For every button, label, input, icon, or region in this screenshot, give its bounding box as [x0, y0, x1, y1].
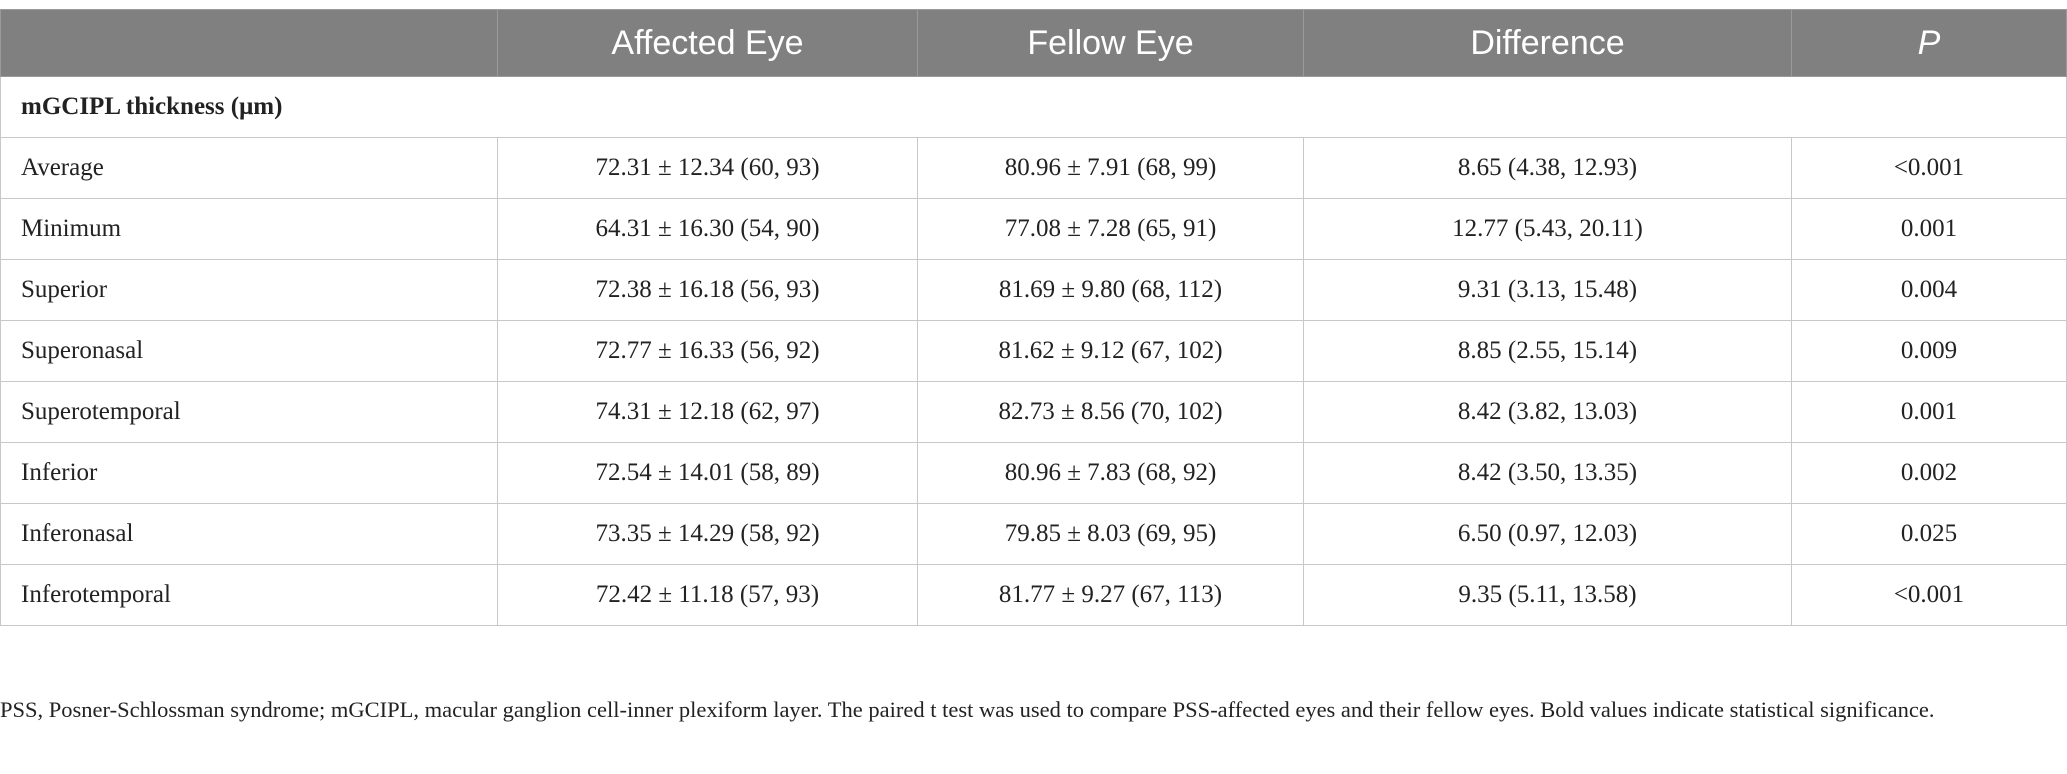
difference-cell: 8.42 (3.50, 13.35)	[1303, 442, 1792, 504]
difference-cell: 6.50 (0.97, 12.03)	[1303, 503, 1792, 565]
row-label: Inferonasal	[0, 503, 498, 565]
header-p-value: P	[1791, 9, 2067, 77]
fellow-eye-cell: 81.69 ± 9.80 (68, 112)	[917, 259, 1304, 321]
table-row: Average 72.31 ± 12.34 (60, 93) 80.96 ± 7.9…	[0, 137, 2067, 199]
affected-eye-cell: 72.77 ± 16.33 (56, 92)	[497, 320, 918, 382]
p-value-cell: 0.025	[1791, 503, 2067, 565]
table-row: Inferonasal 73.35 ± 14.29 (58, 92) 79.85 ±…	[0, 503, 2067, 565]
fellow-eye-cell: 80.96 ± 7.83 (68, 92)	[917, 442, 1304, 504]
table-row: Superonasal 72.77 ± 16.33 (56, 92) 81.62 ±…	[0, 320, 2067, 382]
difference-cell: 9.31 (3.13, 15.48)	[1303, 259, 1792, 321]
header-difference: Difference	[1303, 9, 1792, 77]
p-value-cell: 0.001	[1791, 381, 2067, 443]
fellow-eye-cell: 81.77 ± 9.27 (67, 113)	[917, 564, 1304, 626]
section-label: mGCIPL thickness (μm)	[0, 76, 2067, 138]
difference-cell: 12.77 (5.43, 20.11)	[1303, 198, 1792, 260]
affected-eye-cell: 72.38 ± 16.18 (56, 93)	[497, 259, 918, 321]
row-label: Inferotemporal	[0, 564, 498, 626]
difference-cell: 8.42 (3.82, 13.03)	[1303, 381, 1792, 443]
section-row: mGCIPL thickness (μm)	[0, 76, 2067, 138]
affected-eye-cell: 73.35 ± 14.29 (58, 92)	[497, 503, 918, 565]
difference-cell: 8.85 (2.55, 15.14)	[1303, 320, 1792, 382]
header-row: Affected Eye Fellow Eye Difference P	[0, 9, 2067, 77]
table-row: Superotemporal 74.31 ± 12.18 (62, 97) 82.7…	[0, 381, 2067, 443]
fellow-eye-cell: 82.73 ± 8.56 (70, 102)	[917, 381, 1304, 443]
fellow-eye-cell: 77.08 ± 7.28 (65, 91)	[917, 198, 1304, 260]
affected-eye-cell: 64.31 ± 16.30 (54, 90)	[497, 198, 918, 260]
row-label: Superotemporal	[0, 381, 498, 443]
p-value-cell: 0.002	[1791, 442, 2067, 504]
p-value-cell: 0.004	[1791, 259, 2067, 321]
fellow-eye-cell: 79.85 ± 8.03 (69, 95)	[917, 503, 1304, 565]
table-footnote: PSS, Posner-Schlossman syndrome; mGCIPL,…	[0, 697, 1935, 722]
p-value-cell: 0.001	[1791, 198, 2067, 260]
header-empty	[0, 9, 498, 77]
affected-eye-cell: 72.31 ± 12.34 (60, 93)	[497, 137, 918, 199]
affected-eye-cell: 72.42 ± 11.18 (57, 93)	[497, 564, 918, 626]
row-label: Inferior	[0, 442, 498, 504]
difference-cell: 9.35 (5.11, 13.58)	[1303, 564, 1792, 626]
p-value-cell: 0.009	[1791, 320, 2067, 382]
results-table: Affected Eye Fellow Eye Difference P mGC…	[0, 9, 2067, 626]
table-row: Inferotemporal 72.42 ± 11.18 (57, 93) 81.7…	[0, 564, 2067, 626]
table-row: Inferior 72.54 ± 14.01 (58, 89) 80.96 ± 7.…	[0, 442, 2067, 504]
affected-eye-cell: 72.54 ± 14.01 (58, 89)	[497, 442, 918, 504]
difference-cell: 8.65 (4.38, 12.93)	[1303, 137, 1792, 199]
row-label: Minimum	[0, 198, 498, 260]
table-row: Superior 72.38 ± 16.18 (56, 93) 81.69 ± 9.…	[0, 259, 2067, 321]
p-value-cell: <0.001	[1791, 564, 2067, 626]
row-label: Average	[0, 137, 498, 199]
row-label: Superior	[0, 259, 498, 321]
header-fellow-eye: Fellow Eye	[917, 9, 1304, 77]
fellow-eye-cell: 81.62 ± 9.12 (67, 102)	[917, 320, 1304, 382]
table-row: Minimum 64.31 ± 16.30 (54, 90) 77.08 ± 7.2…	[0, 198, 2067, 260]
header-affected-eye: Affected Eye	[497, 9, 918, 77]
p-value-cell: <0.001	[1791, 137, 2067, 199]
row-label: Superonasal	[0, 320, 498, 382]
affected-eye-cell: 74.31 ± 12.18 (62, 97)	[497, 381, 918, 443]
fellow-eye-cell: 80.96 ± 7.91 (68, 99)	[917, 137, 1304, 199]
